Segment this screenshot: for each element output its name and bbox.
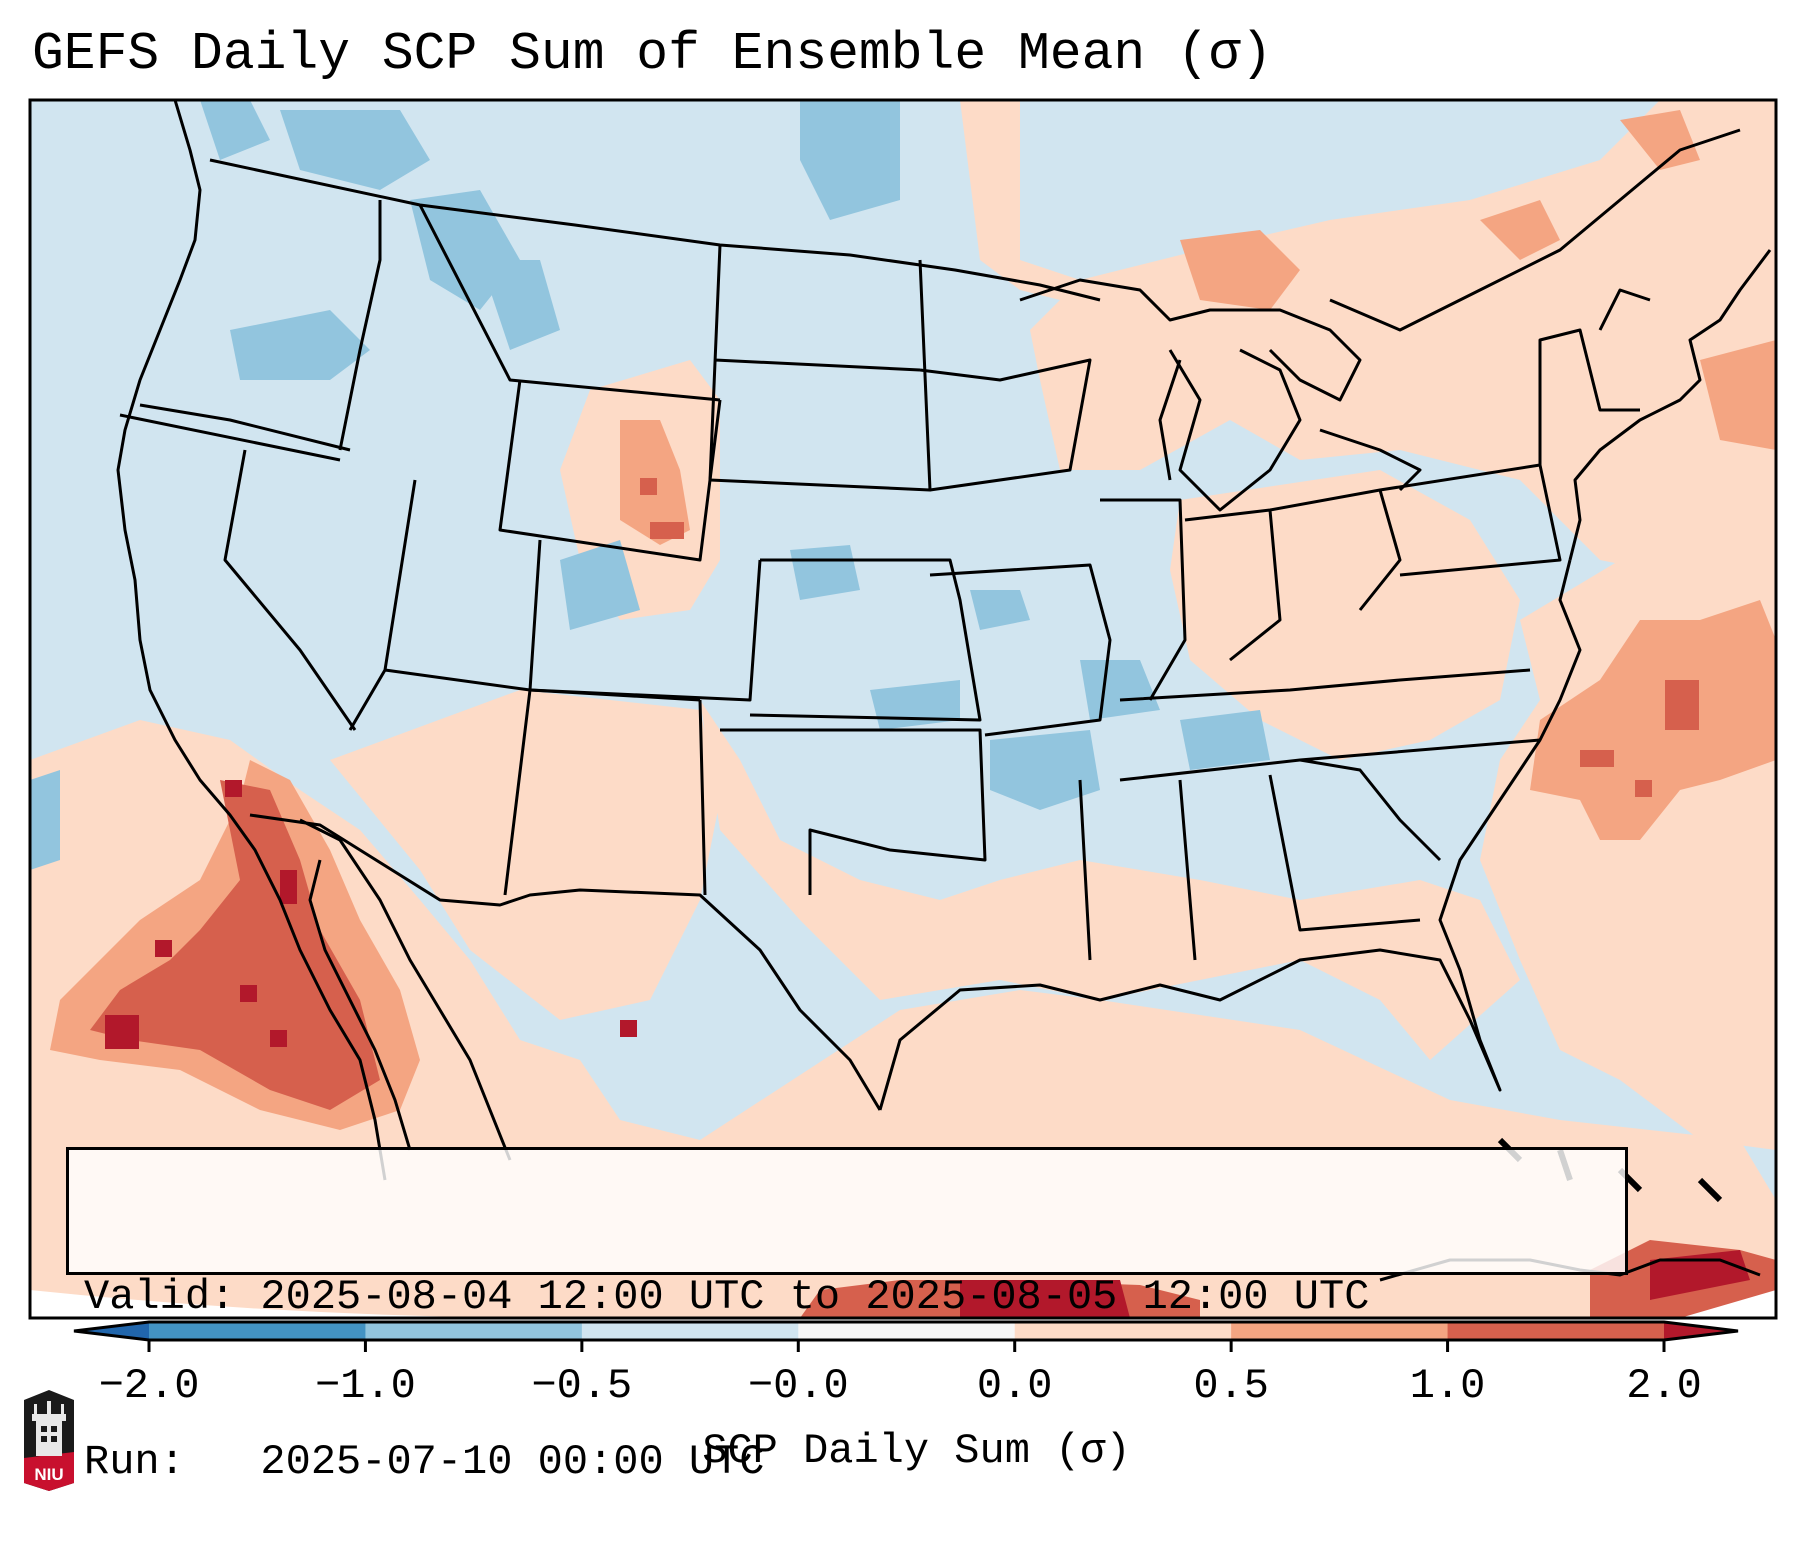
svg-text:NIU: NIU <box>34 1465 63 1484</box>
info-box: Valid: 2025-08-04 12:00 UTC to 2025-08-0… <box>66 1147 1628 1486</box>
field-cell <box>1580 750 1614 767</box>
colorbar-bin <box>581 1322 799 1340</box>
field-region-caribbean-extreme <box>960 1250 1750 1318</box>
field-region-atlantic-max <box>1530 600 1776 840</box>
colorbar-tick-label: 0.0 <box>976 1362 1053 1410</box>
field-cells-below-minus-half <box>30 100 1270 870</box>
border-dakotas <box>708 244 932 492</box>
border-id-west <box>338 200 382 451</box>
field-cell <box>1635 780 1652 797</box>
field-region-ohio-valley <box>1170 470 1520 760</box>
border-mn-ia <box>919 358 1092 492</box>
colorbar-bin <box>149 1322 366 1340</box>
border-ca-nv <box>223 449 357 731</box>
colorbar-tick-label: 0.5 <box>1193 1362 1269 1410</box>
valid-time-text: Valid: 2025-08-04 12:00 UTC to 2025-08-0… <box>84 1273 1370 1321</box>
coastline-gulf <box>878 559 1582 1111</box>
colorbar-tick-label: −0.5 <box>531 1362 633 1410</box>
border-pa-ny <box>1379 463 1562 577</box>
border-or-ca-nv <box>119 413 341 462</box>
coastline-great-lakes <box>1019 278 1422 492</box>
border-co <box>528 539 762 702</box>
coastline-baja <box>299 818 512 1161</box>
colorbar-tick-label: 2.0 <box>1626 1362 1702 1410</box>
field-region-canada-east-max <box>1180 110 1776 450</box>
colorbar-extend-max <box>1664 1322 1738 1340</box>
border-carolinas <box>1299 758 1442 862</box>
border-il-in-oh <box>1100 488 1402 701</box>
colorbar-label: SCP Daily Sum (σ) <box>702 1427 1131 1475</box>
projection-edge <box>1680 1290 1776 1318</box>
border-mi <box>1168 348 1302 512</box>
border-mexico <box>249 813 882 1111</box>
niu-logo-icon: NIU <box>24 1390 74 1491</box>
border-ne-ks <box>749 558 982 722</box>
border-ok-tx <box>720 728 987 895</box>
map-canvas <box>28 98 1778 1352</box>
field-region-canada-east <box>960 100 1776 580</box>
border-canada <box>209 158 1101 302</box>
heatmap-field <box>30 100 1776 1318</box>
colorbar-tick-label: −2.0 <box>98 1362 200 1410</box>
colorbar-extend-min <box>74 1322 149 1340</box>
field-region-baja-max <box>90 780 380 1110</box>
border-ms-al-ga <box>1078 774 1421 961</box>
field-cell <box>650 522 684 539</box>
field-region-mexico-interior <box>330 690 720 1020</box>
colorbar <box>73 1320 1739 1352</box>
field-cells-extreme <box>105 780 637 1049</box>
colorbar-bin <box>1014 1322 1232 1340</box>
border-az-nm <box>503 689 707 896</box>
border-mt-wy <box>418 204 721 402</box>
field-cell <box>640 478 657 495</box>
chart-title: GEFS Daily SCP Sum of Ensemble Mean (σ) <box>32 24 1273 84</box>
border-canada-east <box>1329 128 1741 332</box>
map-frame <box>28 98 1778 1320</box>
run-time-text: Run: 2025-07-10 00:00 UTC <box>84 1438 765 1486</box>
colorbar-tick-label: 1.0 <box>1409 1362 1486 1410</box>
coastline-west <box>116 100 387 1181</box>
colorbar-tick-label: −0.0 <box>747 1362 849 1410</box>
coastline-northeast <box>1568 249 1772 561</box>
colorbar-bin <box>365 1322 583 1340</box>
border-wa-or <box>139 403 351 452</box>
projection-edge <box>30 1290 570 1318</box>
colorbar-bin <box>1447 1322 1665 1340</box>
border-ia-mo <box>929 563 1112 737</box>
field-cell <box>1665 680 1699 730</box>
colorbar-bin <box>798 1322 1016 1340</box>
field-region-gulf-coast <box>700 700 1520 1060</box>
border-ne-states <box>1538 288 1651 465</box>
colorbar-bin <box>1231 1322 1449 1340</box>
colorbar-tick-label: −1.0 <box>315 1362 416 1410</box>
